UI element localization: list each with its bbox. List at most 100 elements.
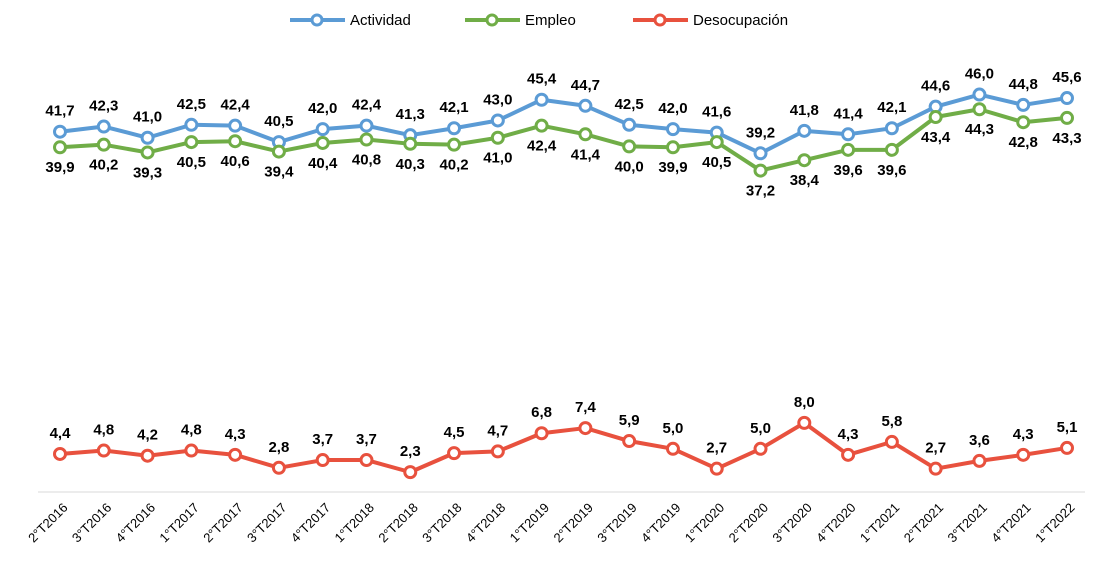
- point: [184, 135, 199, 150]
- data-label: 42,0: [308, 100, 337, 117]
- point: [96, 119, 111, 134]
- data-label: 4,7: [487, 422, 508, 439]
- point: [972, 87, 987, 102]
- data-label: 4,3: [225, 426, 246, 443]
- data-label: 40,3: [396, 156, 425, 173]
- data-label: 40,2: [439, 157, 468, 174]
- data-label: 39,4: [264, 164, 294, 181]
- data-label: 4,3: [1013, 426, 1034, 443]
- data-label: 42,3: [89, 97, 118, 114]
- data-label: 4,8: [93, 421, 114, 438]
- point: [578, 421, 593, 436]
- data-label: 3,7: [356, 431, 377, 448]
- data-label: 40,5: [264, 113, 293, 130]
- data-label: 41,8: [790, 102, 819, 119]
- data-label: 40,5: [177, 154, 206, 171]
- point: [228, 118, 243, 133]
- data-label: 41,4: [571, 146, 601, 163]
- point: [797, 153, 812, 168]
- point: [1016, 115, 1031, 130]
- point: [884, 121, 899, 136]
- data-label: 44,8: [1009, 76, 1038, 93]
- x-tick-label: 1°T2020: [682, 500, 727, 545]
- x-tick-label: 4°T2020: [813, 500, 858, 545]
- data-label: 42,1: [877, 99, 906, 116]
- data-label: 41,0: [483, 150, 512, 167]
- point: [534, 118, 549, 133]
- data-label: 3,6: [969, 432, 990, 449]
- data-label: 42,1: [439, 99, 468, 116]
- point: [1060, 91, 1074, 106]
- point: [184, 443, 199, 458]
- point: [928, 461, 943, 476]
- series-line: [59, 107, 1068, 173]
- data-label: 39,6: [877, 162, 906, 179]
- data-label: 6,8: [531, 404, 552, 421]
- point: [53, 124, 67, 139]
- point: [534, 92, 549, 107]
- x-tick-label: 1°T2022: [1032, 500, 1077, 545]
- point: [797, 415, 812, 430]
- legend-marker: [310, 13, 324, 27]
- data-label: 8,0: [794, 394, 815, 411]
- data-label: 5,0: [750, 420, 771, 437]
- x-tick-label: 3°T2019: [594, 500, 639, 545]
- point: [140, 130, 155, 145]
- point: [534, 426, 549, 441]
- data-label: 2,3: [400, 443, 421, 460]
- point: [271, 144, 286, 159]
- point: [315, 122, 330, 137]
- point: [928, 110, 943, 125]
- point: [359, 118, 374, 133]
- data-label: 44,6: [921, 78, 950, 95]
- series-line: [59, 420, 1068, 475]
- data-label: 40,2: [89, 157, 118, 174]
- point: [403, 465, 418, 480]
- point: [841, 127, 856, 142]
- data-label: 4,2: [137, 427, 158, 444]
- point: [359, 453, 374, 468]
- legend-label: Actividad: [350, 12, 411, 29]
- data-label: 7,4: [575, 399, 597, 416]
- point: [184, 117, 199, 132]
- data-label: 5,1: [1057, 419, 1078, 436]
- point: [797, 123, 812, 138]
- point: [140, 448, 155, 463]
- point: [447, 446, 462, 461]
- point: [622, 117, 637, 132]
- point: [228, 447, 243, 462]
- x-tick-label: 1°T2017: [156, 500, 201, 545]
- point: [96, 137, 111, 152]
- data-label: 42,0: [658, 100, 687, 117]
- point: [96, 443, 111, 458]
- x-tick-label: 3°T2017: [244, 500, 289, 545]
- data-label: 46,0: [965, 66, 994, 83]
- data-label: 44,3: [965, 121, 994, 138]
- data-label: 5,0: [663, 420, 684, 437]
- data-label: 39,6: [833, 162, 862, 179]
- data-label: 37,2: [746, 183, 775, 200]
- data-label: 41,4: [833, 105, 863, 122]
- data-label: 38,4: [790, 172, 820, 189]
- x-tick-label: 2°T2021: [901, 500, 946, 545]
- x-tick-label: 4°T2019: [638, 500, 683, 545]
- data-label: 45,6: [1052, 69, 1081, 86]
- x-tick-label: 2°T2018: [375, 500, 420, 545]
- data-label: 2,8: [268, 439, 289, 456]
- point: [1016, 97, 1031, 112]
- x-tick-label: 4°T2017: [288, 500, 333, 545]
- point: [665, 441, 680, 456]
- x-tick-label: 1°T2021: [857, 500, 902, 545]
- point: [709, 135, 724, 150]
- data-label: 3,7: [312, 431, 333, 448]
- point: [228, 134, 243, 149]
- x-tick-label: 3°T2020: [769, 500, 814, 545]
- data-label: 40,4: [308, 155, 338, 172]
- data-label: 40,8: [352, 151, 381, 168]
- point: [753, 163, 768, 178]
- point: [578, 127, 593, 142]
- data-label: 4,3: [838, 426, 859, 443]
- point: [447, 121, 462, 136]
- x-tick-label: 1°T2019: [507, 500, 552, 545]
- point: [490, 444, 505, 459]
